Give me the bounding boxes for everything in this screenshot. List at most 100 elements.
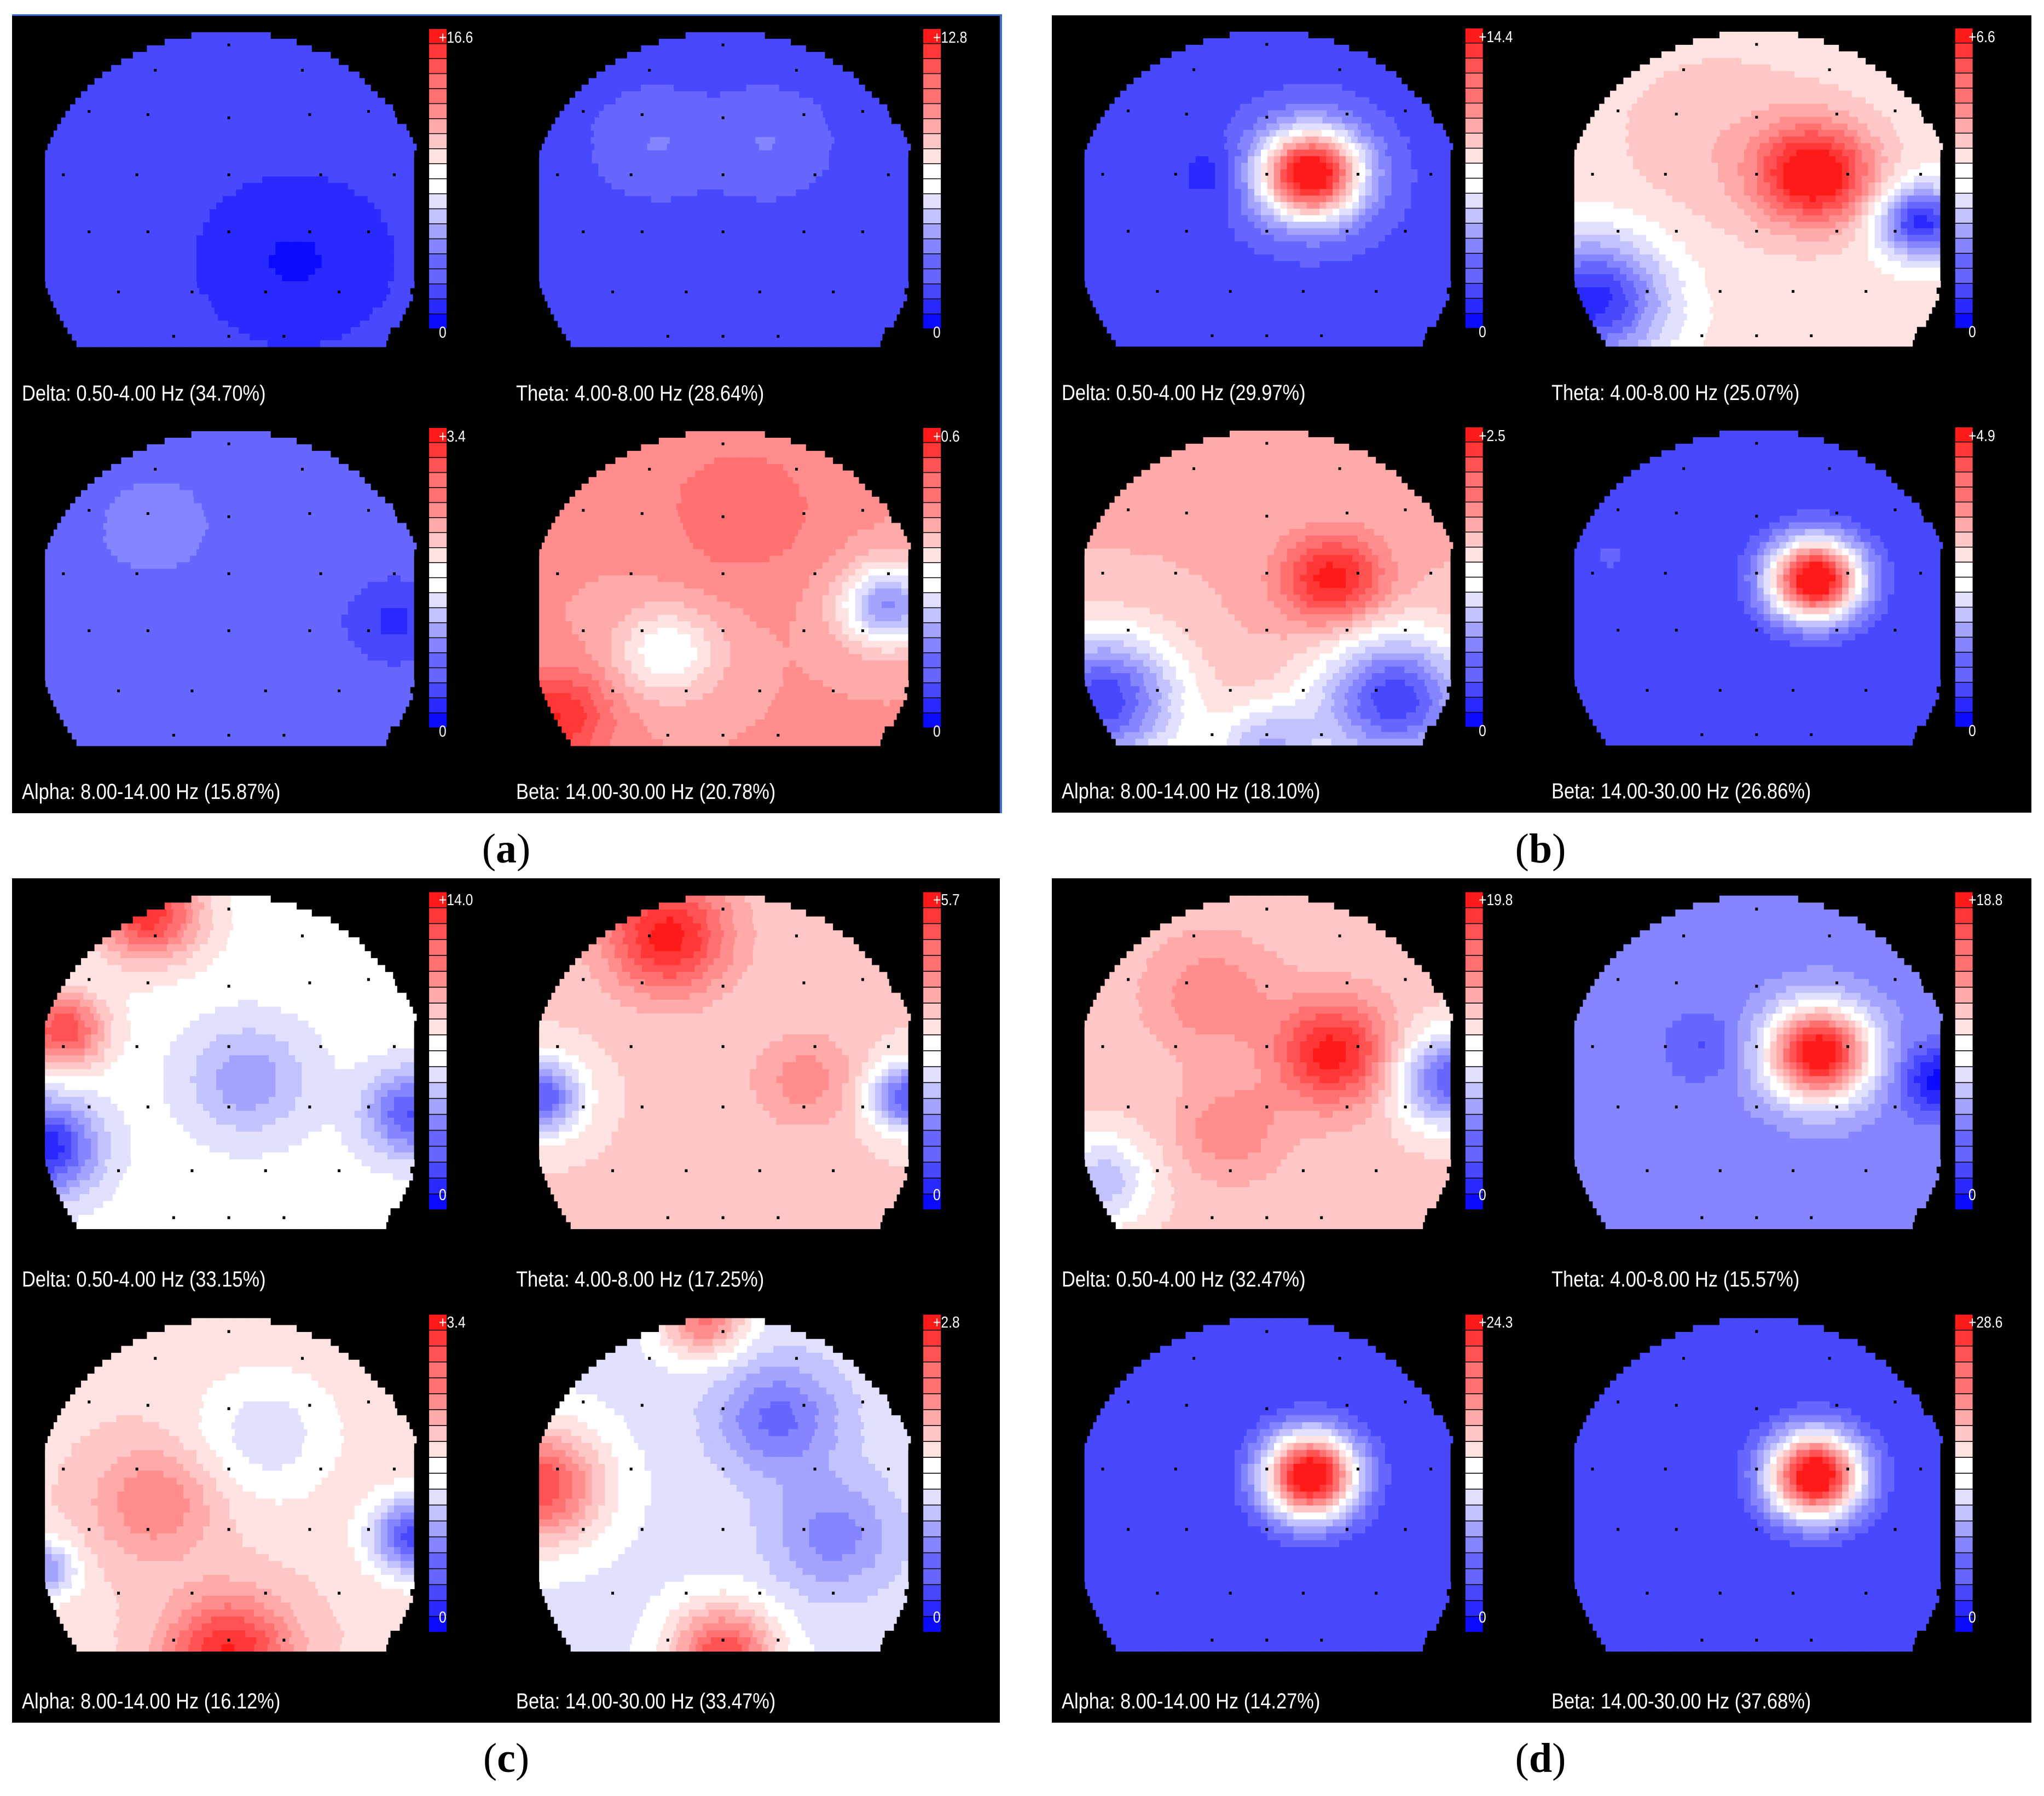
topo-pixel: [842, 229, 849, 236]
topo-pixel: [308, 189, 316, 196]
topo-pixel: [789, 189, 796, 196]
topo-pixel: [746, 117, 753, 125]
topo-pixel: [663, 320, 670, 328]
topo-pixel: [716, 157, 724, 164]
topo-pixel: [842, 157, 849, 164]
topo-pixel: [689, 104, 696, 112]
topo-pixel: [236, 222, 243, 229]
topo-pixel: [784, 314, 791, 321]
topo-pixel: [751, 51, 759, 59]
topo-pixel: [711, 38, 719, 46]
topo-pixel: [270, 437, 277, 444]
topo-pixel: [176, 176, 184, 183]
topo-pixel: [578, 268, 586, 275]
topo-pixel: [96, 137, 104, 144]
topo-pixel: [205, 300, 212, 308]
topo-pixel: [95, 97, 102, 105]
topo-pixel: [334, 150, 342, 158]
topo-pixel: [298, 327, 305, 334]
topo-pixel: [228, 104, 235, 112]
topo-pixel: [210, 157, 217, 164]
topo-pixel: [551, 294, 558, 302]
electrode-dot: [640, 230, 644, 234]
topo-pixel: [248, 137, 255, 144]
topo-pixel: [766, 45, 773, 53]
topomap-theta: +12.8 0 Theta: 4.00-8.00 Hz (28.64%): [506, 16, 1000, 415]
topo-pixel: [680, 117, 687, 125]
topo-pixel: [670, 216, 678, 223]
topo-pixel: [598, 255, 605, 262]
topo-pixel: [804, 130, 812, 138]
topo-pixel: [387, 157, 395, 164]
topo-pixel: [641, 78, 648, 85]
topo-pixel: [229, 235, 236, 242]
topo-pixel: [171, 314, 179, 321]
topo-pixel: [216, 248, 223, 256]
topo-pixel: [634, 327, 641, 334]
topo-pixel: [65, 209, 72, 216]
topo-pixel: [590, 340, 597, 347]
topo-pixel: [117, 235, 125, 242]
scale-max-label: +12.8: [933, 29, 967, 47]
topo-pixel: [584, 268, 592, 275]
topo-pixel: [274, 104, 281, 112]
topo-pixel: [328, 65, 335, 72]
topo-pixel: [148, 307, 156, 315]
topo-pixel: [218, 300, 225, 308]
topo-pixel: [676, 294, 683, 302]
topo-pixel: [310, 300, 317, 308]
topo-pixel: [781, 124, 789, 131]
topo-pixel: [146, 117, 154, 125]
topo-pixel: [270, 314, 278, 321]
topo-pixel: [104, 222, 112, 229]
topo-pixel: [707, 58, 715, 66]
topo-pixel: [762, 196, 770, 203]
topo-pixel: [254, 104, 262, 112]
topo-pixel: [658, 38, 666, 46]
topo-pixel: [210, 111, 217, 118]
topo-pixel: [320, 104, 327, 112]
topo-pixel: [393, 242, 401, 249]
topo-pixel: [561, 117, 569, 125]
topo-pixel: [285, 84, 292, 92]
topo-pixel: [183, 268, 190, 275]
topo-pixel: [868, 275, 875, 282]
topo-pixel: [386, 104, 393, 112]
topo-pixel: [51, 170, 59, 177]
topo-pixel: [256, 235, 263, 242]
topo-pixel: [591, 202, 599, 210]
scale-block: [429, 134, 447, 149]
topo-pixel: [289, 281, 296, 288]
topo-pixel: [175, 294, 183, 302]
topo-pixel: [829, 275, 836, 282]
topo-pixel: [201, 307, 209, 315]
topo-pixel: [111, 229, 118, 236]
topo-pixel: [150, 268, 158, 275]
topo-pixel: [109, 307, 117, 315]
topo-pixel: [193, 58, 201, 66]
topo-pixel: [691, 111, 698, 118]
topo-pixel: [743, 150, 750, 158]
topo-pixel: [578, 262, 586, 269]
topo-pixel: [624, 163, 632, 171]
topo-pixel: [185, 130, 193, 138]
topo-pixel: [312, 58, 320, 66]
topo-pixel: [296, 333, 303, 341]
topo-pixel: [45, 229, 52, 236]
topo-pixel: [266, 97, 274, 105]
topo-pixel: [704, 38, 712, 46]
topo-pixel: [705, 32, 712, 39]
topo-pixel: [272, 45, 279, 53]
topo-pixel: [271, 287, 279, 295]
topo-pixel: [842, 170, 849, 177]
topo-pixel: [762, 222, 770, 229]
topo-pixel: [235, 320, 242, 328]
topo-pixel: [901, 157, 908, 164]
topo-pixel: [78, 281, 85, 288]
topo-pixel: [215, 320, 222, 328]
topo-pixel: [163, 157, 171, 164]
topo-pixel: [715, 137, 723, 144]
topo-pixel: [295, 170, 303, 177]
topo-pixel: [664, 235, 671, 242]
topo-pixel: [719, 130, 726, 138]
